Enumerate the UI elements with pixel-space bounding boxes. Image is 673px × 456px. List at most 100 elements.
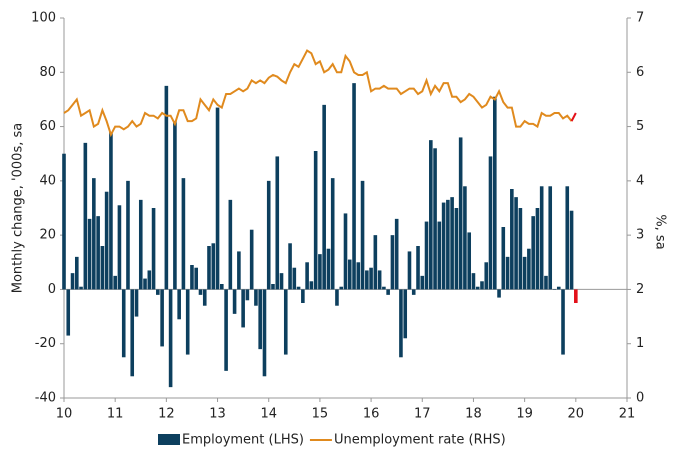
y2-tick-label: 0: [636, 391, 644, 406]
bar: [369, 267, 373, 290]
bar: [561, 289, 565, 355]
bar: [527, 248, 531, 290]
y-tick-label: 0: [48, 282, 56, 297]
bar: [83, 142, 88, 290]
bar: [164, 85, 169, 290]
y-tick-label: 100: [31, 11, 56, 26]
bar: [313, 151, 318, 290]
bar: [168, 289, 173, 388]
bar: [514, 197, 518, 290]
x-tick-label: 10: [56, 407, 73, 422]
bar: [202, 289, 207, 306]
bar: [283, 289, 288, 355]
y2-tick-label: 6: [636, 65, 644, 80]
bar: [552, 289, 557, 290]
bar: [365, 270, 369, 290]
bar: [138, 199, 143, 290]
bar: [62, 153, 66, 290]
bar: [173, 121, 177, 290]
bar: [463, 186, 467, 290]
bar: [87, 218, 92, 290]
bar: [151, 208, 156, 290]
bar: [318, 254, 322, 290]
bar: [237, 251, 241, 290]
bar: [492, 96, 497, 290]
x-tick-label: 15: [312, 407, 329, 422]
bar: [446, 199, 450, 290]
bar: [198, 289, 203, 295]
bar: [70, 273, 75, 290]
bar: [343, 213, 348, 290]
bar: [450, 197, 454, 290]
bar: [416, 246, 420, 290]
bar: [262, 289, 267, 377]
y-axis-label: Monthly change, '000s, sa: [11, 123, 26, 293]
bar: [467, 232, 472, 290]
bar: [556, 286, 561, 290]
bar: [407, 251, 412, 290]
x-tick-label: 13: [209, 407, 226, 422]
bar: [224, 289, 228, 371]
bar: [275, 156, 280, 290]
bar: [441, 202, 446, 290]
bar: [79, 286, 83, 290]
bar: [335, 289, 339, 306]
bar: [548, 186, 553, 290]
bar: [539, 186, 544, 290]
y-tick-label: -20: [35, 336, 56, 351]
legend-label: Employment (LHS): [182, 433, 304, 448]
bar: [382, 286, 386, 290]
bar: [190, 265, 194, 290]
bar: [377, 270, 382, 290]
bar: [399, 289, 403, 358]
bar: [360, 180, 365, 290]
bar: [177, 289, 181, 320]
bar: [373, 235, 378, 290]
bar: [181, 178, 186, 290]
bar: [484, 262, 489, 290]
bar: [266, 180, 271, 290]
bar: [339, 286, 344, 290]
bar: [330, 178, 335, 290]
bar: [394, 218, 399, 290]
y2-tick-label: 3: [636, 228, 644, 243]
y2-tick-label: 1: [636, 336, 644, 351]
y2-tick-label: 7: [636, 11, 644, 26]
line: [63, 49, 573, 138]
bar: [403, 289, 408, 339]
bar: [569, 210, 574, 290]
x-tick-label: 16: [363, 407, 380, 422]
bar: [390, 235, 395, 290]
bar: [113, 275, 117, 290]
x-tick-label: 19: [516, 407, 533, 422]
bar: [211, 243, 216, 290]
bar: [505, 256, 510, 290]
bar: [565, 186, 570, 290]
bar: [134, 289, 139, 317]
bar: [241, 289, 245, 328]
bar: [471, 273, 476, 290]
bar: [96, 216, 100, 290]
bar: [185, 289, 190, 355]
bar: [232, 289, 237, 314]
y-tick-label: 60: [39, 119, 56, 134]
bar: [437, 221, 442, 290]
bar: [424, 221, 429, 290]
bar: [254, 289, 258, 306]
bar: [429, 140, 433, 290]
bar: [292, 267, 297, 290]
bar: [574, 289, 578, 303]
bar: [309, 281, 314, 290]
bar: [245, 289, 250, 301]
bar: [296, 286, 301, 290]
bar: [518, 208, 523, 290]
bar: [117, 205, 122, 290]
bar: [411, 289, 416, 295]
bar: [109, 132, 113, 290]
x-tick-label: 17: [414, 407, 431, 422]
bar: [458, 137, 463, 290]
bar: [207, 246, 211, 290]
legend-swatch: [158, 434, 180, 445]
y2-tick-label: 5: [636, 119, 644, 134]
